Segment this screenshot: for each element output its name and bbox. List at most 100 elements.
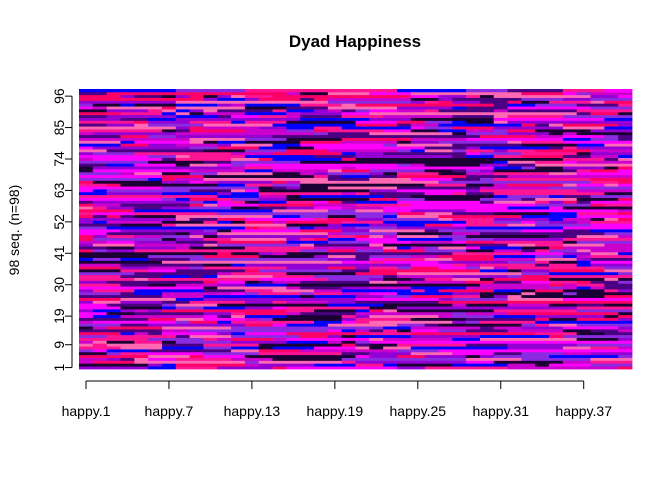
heatmap-cell	[231, 206, 246, 210]
heatmap-cell	[549, 103, 564, 107]
heatmap-cell	[507, 271, 522, 276]
heatmap-cell	[549, 123, 564, 127]
heatmap-cell	[369, 211, 384, 216]
heatmap-cell	[438, 289, 453, 293]
heatmap-cell	[134, 97, 149, 101]
heatmap-cell	[286, 263, 301, 267]
heatmap-cell	[466, 266, 481, 270]
heatmap-cell	[466, 111, 481, 116]
heatmap-cell	[410, 183, 426, 187]
heatmap-cell	[161, 174, 177, 178]
heatmap-cell	[189, 131, 204, 136]
heatmap-cell	[438, 343, 453, 347]
heatmap-cell	[424, 106, 439, 110]
heatmap-cell	[479, 343, 495, 347]
heatmap-cell	[286, 254, 301, 258]
heatmap-cell	[535, 203, 550, 207]
heatmap-cell	[231, 366, 246, 370]
heatmap-cell	[521, 183, 536, 187]
heatmap-cell	[549, 174, 564, 178]
heatmap-cell	[134, 237, 149, 241]
heatmap-cell	[161, 283, 177, 287]
heatmap-cell	[452, 329, 467, 333]
heatmap-cell	[562, 277, 578, 281]
heatmap-cell	[272, 186, 287, 190]
heatmap-cell	[327, 223, 343, 227]
heatmap-cell	[466, 303, 481, 307]
heatmap-cell	[410, 94, 426, 98]
heatmap-cell	[341, 271, 356, 276]
heatmap-cell	[618, 129, 633, 133]
heatmap-cell	[549, 169, 564, 173]
heatmap-cell	[134, 254, 149, 258]
heatmap-cell	[355, 346, 370, 350]
heatmap-cell	[493, 171, 508, 176]
heatmap-cell	[479, 257, 495, 261]
heatmap-cell	[383, 351, 398, 356]
heatmap-cell	[258, 160, 273, 164]
heatmap-cell	[438, 303, 453, 307]
heatmap-cell	[175, 257, 190, 261]
heatmap-cell	[120, 189, 135, 193]
heatmap-cell	[106, 286, 121, 290]
heatmap-cell	[161, 297, 177, 301]
heatmap-cell	[286, 126, 301, 130]
heatmap-cell	[244, 243, 260, 247]
heatmap-cell	[244, 311, 260, 316]
heatmap-cell	[369, 111, 384, 116]
heatmap-cell	[120, 343, 135, 347]
heatmap-cell	[618, 346, 633, 350]
heatmap-cell	[479, 186, 495, 190]
heatmap-cell	[590, 243, 605, 247]
heatmap-cell	[466, 257, 481, 261]
heatmap-cell	[618, 217, 633, 221]
heatmap-cell	[369, 331, 384, 336]
heatmap-cell	[576, 363, 591, 367]
heatmap-cell	[134, 229, 149, 233]
heatmap-cell	[355, 97, 370, 101]
heatmap-cell	[79, 131, 94, 136]
heatmap-cell	[576, 231, 591, 236]
heatmap-cell	[549, 194, 564, 198]
heatmap-cell	[479, 243, 495, 247]
heatmap-cell	[410, 186, 426, 190]
y-tick-label: 1	[51, 363, 67, 371]
heatmap-cell	[106, 254, 121, 258]
heatmap-cell	[134, 191, 149, 196]
heatmap-cell	[300, 346, 315, 350]
heatmap-cell	[549, 186, 564, 190]
heatmap-cell	[106, 277, 121, 281]
heatmap-cell	[134, 174, 149, 178]
heatmap-cell	[203, 163, 218, 167]
heatmap-cell	[258, 211, 273, 216]
heatmap-cell	[175, 280, 190, 284]
heatmap-cell	[231, 194, 246, 198]
heatmap-cell	[562, 283, 578, 287]
heatmap-cell	[203, 229, 218, 233]
heatmap-cell	[175, 194, 190, 198]
heatmap-cell	[134, 317, 149, 321]
heatmap-cell	[92, 226, 108, 230]
heatmap-cell	[314, 349, 329, 353]
heatmap-cell	[576, 206, 591, 210]
heatmap-cell	[327, 189, 343, 193]
heatmap-cell	[424, 240, 439, 244]
heatmap-cell	[189, 183, 204, 187]
heatmap-cell	[258, 209, 273, 213]
heatmap-cell	[590, 274, 605, 278]
heatmap-cell	[189, 231, 204, 236]
heatmap-cell	[106, 334, 121, 338]
heatmap-cell	[314, 306, 329, 310]
heatmap-cell	[424, 283, 439, 287]
heatmap-cell	[452, 166, 467, 170]
heatmap-cell	[106, 183, 121, 187]
heatmap-cell	[479, 91, 495, 96]
heatmap-cell	[258, 337, 273, 341]
heatmap-cell	[134, 269, 149, 273]
heatmap-cell	[479, 194, 495, 198]
heatmap-cell	[314, 126, 329, 130]
heatmap-cell	[272, 209, 287, 213]
heatmap-cell	[327, 166, 343, 170]
heatmap-cell	[272, 134, 287, 138]
heatmap-cell	[244, 351, 260, 356]
